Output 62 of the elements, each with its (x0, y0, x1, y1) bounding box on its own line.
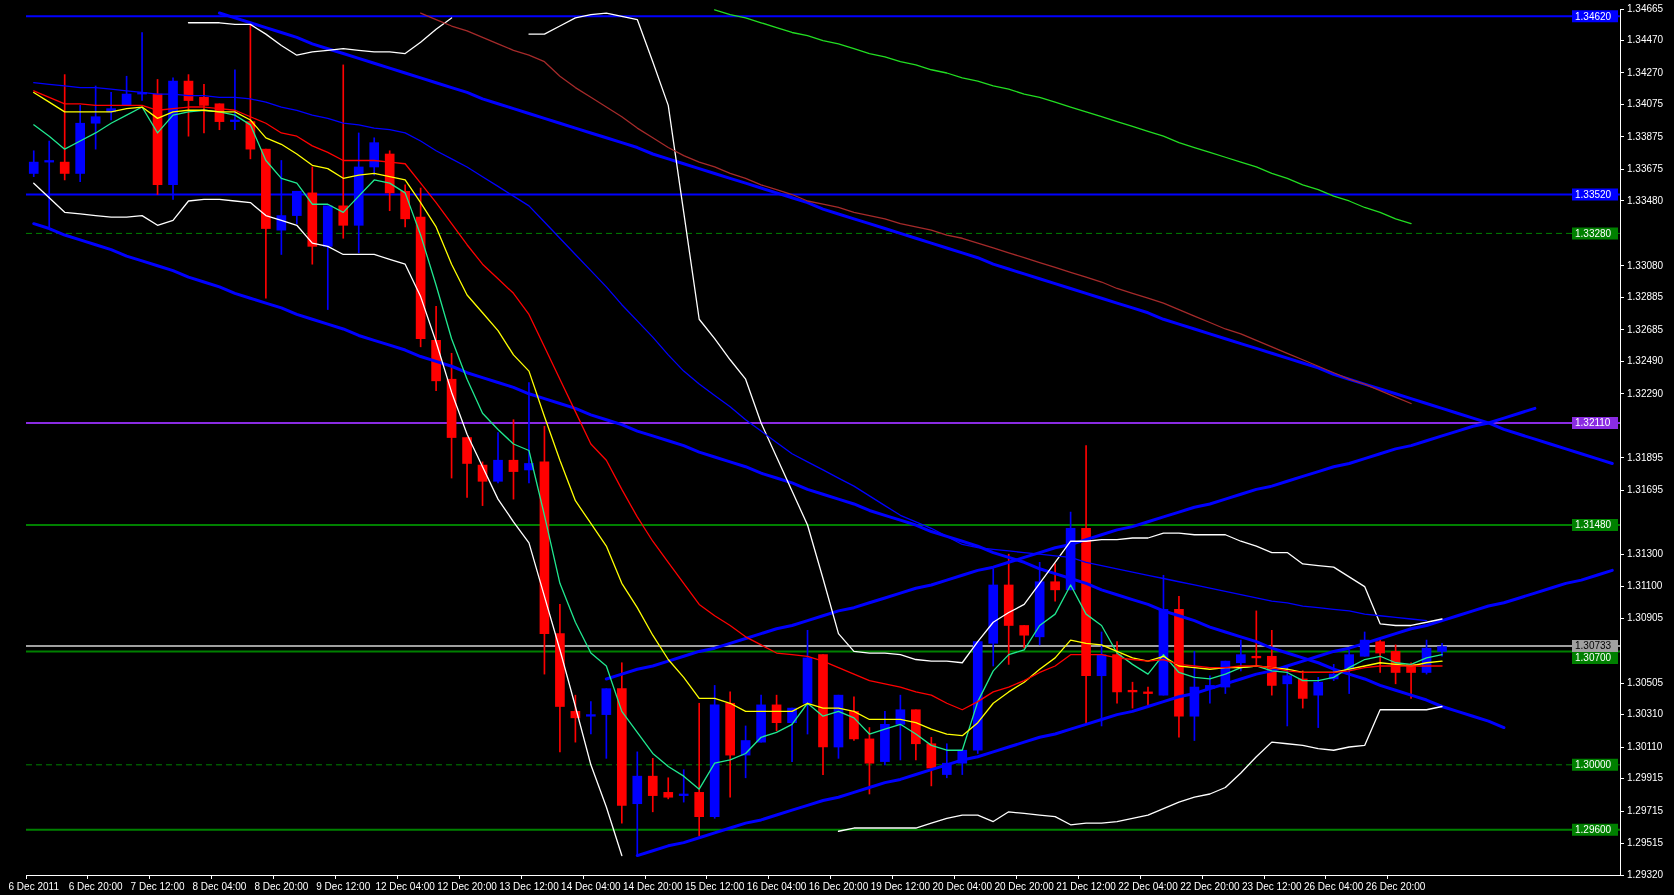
ref-line-label: 1.30700 (1575, 652, 1612, 664)
ref-line-label: 1.30733 (1575, 640, 1612, 652)
y-tick-label: 1.34270 (1627, 66, 1664, 78)
y-tick-label: 1.29320 (1627, 868, 1664, 880)
x-tick-label: 26 Dec 04:00 (1303, 880, 1364, 892)
candlestick (586, 701, 596, 735)
ref-line-label: 1.34620 (1575, 10, 1612, 22)
candlestick (1251, 610, 1262, 667)
x-tick-label: 26 Dec 20:00 (1365, 880, 1426, 892)
ref-line-label: 1.33280 (1575, 227, 1612, 239)
candlestick (1282, 665, 1293, 727)
y-tick-label: 1.30110 (1627, 740, 1663, 752)
x-tick-label: 6 Dec 20:00 (68, 880, 124, 892)
x-tick-label: 20 Dec 04:00 (932, 880, 993, 892)
x-tick-label: 21 Dec 12:00 (1056, 880, 1117, 892)
ref-line-label: 1.29600 (1575, 823, 1612, 835)
ref-line-label: 1.30000 (1575, 759, 1612, 771)
y-tick-label: 1.33675 (1627, 163, 1664, 175)
x-tick-label: 15 Dec 12:00 (684, 880, 745, 892)
x-tick-label: 13 Dec 12:00 (499, 880, 560, 892)
y-tick-label: 1.29515 (1627, 837, 1664, 849)
candlestick (1143, 686, 1153, 706)
x-tick-label: 16 Dec 04:00 (746, 880, 807, 892)
x-tick-label: 19 Dec 12:00 (870, 880, 931, 892)
y-tick-label: 1.30310 (1627, 708, 1664, 720)
x-tick-label: 8 Dec 04:00 (192, 880, 247, 892)
x-tick-label: 6 Dec 2011 (8, 880, 60, 892)
x-tick-label: 12 Dec 20:00 (437, 880, 498, 892)
x-tick-label: 14 Dec 04:00 (561, 880, 622, 892)
y-tick-label: 1.33080 (1627, 259, 1664, 271)
y-tick-label: 1.34470 (1627, 34, 1664, 46)
x-tick-label: 14 Dec 20:00 (623, 880, 683, 892)
x-tick-label: 22 Dec 04:00 (1118, 880, 1179, 892)
y-tick-label: 1.32290 (1627, 387, 1664, 399)
y-tick-label: 1.33875 (1627, 130, 1664, 142)
y-tick-label: 1.29915 (1627, 772, 1664, 784)
x-tick-label: 12 Dec 04:00 (375, 880, 436, 892)
candlestick (694, 702, 705, 837)
y-tick-label: 1.33480 (1627, 194, 1664, 206)
y-tick-label: 1.32685 (1627, 323, 1664, 335)
y-tick-label: 1.34665 (1627, 2, 1664, 14)
x-tick-label: 23 Dec 12:00 (1242, 880, 1302, 892)
y-tick-label: 1.31100 (1627, 580, 1663, 592)
x-tick-label: 16 Dec 20:00 (808, 880, 869, 892)
x-tick-label: 8 Dec 20:00 (254, 880, 309, 892)
x-tick-label: 9 Dec 12:00 (316, 880, 371, 892)
y-tick-label: 1.31695 (1627, 483, 1664, 495)
y-tick-label: 1.32885 (1627, 291, 1664, 303)
y-tick-label: 1.30505 (1627, 676, 1664, 688)
y-tick-label: 1.32490 (1627, 355, 1664, 367)
x-tick-label: 7 Dec 12:00 (130, 880, 185, 892)
ref-line-label: 1.33520 (1575, 188, 1612, 200)
x-tick-label: 22 Dec 20:00 (1180, 880, 1241, 892)
y-tick-label: 1.34075 (1627, 98, 1664, 110)
ref-line-label: 1.32110 (1575, 417, 1611, 429)
ref-line-label: 1.31480 (1575, 519, 1612, 531)
y-tick-label: 1.31300 (1627, 547, 1664, 559)
y-tick-label: 1.30905 (1627, 611, 1664, 623)
y-tick-label: 1.29715 (1627, 804, 1664, 816)
candlestick (678, 769, 689, 803)
y-tick-label: 1.31895 (1627, 451, 1664, 463)
x-tick-label: 20 Dec 20:00 (994, 880, 1055, 892)
